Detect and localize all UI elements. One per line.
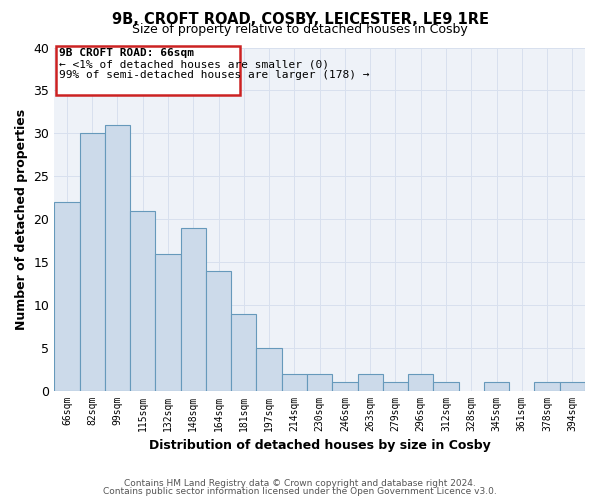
Text: ← <1% of detached houses are smaller (0): ← <1% of detached houses are smaller (0) [59,59,329,69]
Bar [206,271,231,391]
Bar [383,382,408,391]
Bar [332,382,358,391]
Bar [130,210,155,391]
Bar [155,254,181,391]
FancyBboxPatch shape [56,46,240,94]
Y-axis label: Number of detached properties: Number of detached properties [15,108,28,330]
Text: 99% of semi-detached houses are larger (178) →: 99% of semi-detached houses are larger (… [59,70,370,81]
X-axis label: Distribution of detached houses by size in Cosby: Distribution of detached houses by size … [149,440,491,452]
Text: Size of property relative to detached houses in Cosby: Size of property relative to detached ho… [132,24,468,36]
Bar [307,374,332,391]
Bar [80,134,105,391]
Bar [282,374,307,391]
Text: Contains HM Land Registry data © Crown copyright and database right 2024.: Contains HM Land Registry data © Crown c… [124,478,476,488]
Bar [256,348,282,391]
Bar [408,374,433,391]
Bar [181,228,206,391]
Bar [433,382,458,391]
Bar [231,314,256,391]
Bar [535,382,560,391]
Bar [560,382,585,391]
Bar [358,374,383,391]
Text: 9B CROFT ROAD: 66sqm: 9B CROFT ROAD: 66sqm [59,48,194,58]
Text: Contains public sector information licensed under the Open Government Licence v3: Contains public sector information licen… [103,487,497,496]
Text: 9B, CROFT ROAD, COSBY, LEICESTER, LE9 1RE: 9B, CROFT ROAD, COSBY, LEICESTER, LE9 1R… [112,12,488,28]
Bar [54,202,80,391]
Bar [484,382,509,391]
Bar [105,125,130,391]
